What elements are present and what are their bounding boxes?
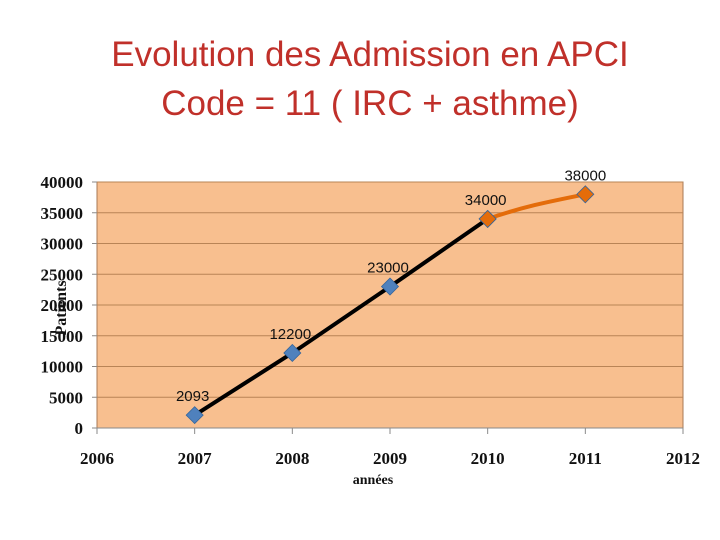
y-tick-label: 20000 [41, 296, 84, 315]
y-tick-label: 30000 [41, 235, 84, 254]
x-tick-label: 2006 [80, 449, 114, 468]
x-axis-title: années [353, 473, 394, 488]
title-line-1: Evolution des Admission en APCI [111, 35, 629, 74]
series-line-projected [485, 192, 588, 221]
data-label: 23000 [367, 260, 409, 277]
x-tick-label: 2007 [178, 449, 213, 468]
data-label: 34000 [465, 192, 507, 209]
y-tick-label: 35000 [41, 204, 84, 223]
x-tick-label: 2010 [471, 449, 505, 468]
data-point-marker [380, 277, 400, 296]
series-lines [192, 192, 588, 418]
x-tick-label: 2009 [373, 449, 407, 468]
data-point-marker [283, 343, 302, 363]
title-line-2: Code = 11 ( IRC + asthme) [161, 84, 579, 123]
x-tick-label: 2011 [569, 449, 602, 468]
y-tick-label: 40000 [41, 173, 84, 192]
y-tick-label: 15000 [41, 327, 84, 346]
y-axis-title: Patients [53, 280, 70, 335]
x-tick-label: 2008 [275, 449, 309, 468]
data-label: 38000 [564, 167, 606, 184]
y-tick-label: 10000 [41, 358, 84, 377]
series-line-actual [192, 216, 490, 418]
data-point-marker [185, 406, 204, 425]
slide-title: Evolution des Admission en APCI Code = 1… [0, 30, 720, 128]
data-point-marker [576, 185, 595, 204]
y-axis-ticks: 0 5000 10000 15000 20000 25000 30000 35000 40000 [41, 173, 97, 438]
x-tick-label: 2012 [666, 449, 700, 468]
gridlines [97, 181, 683, 429]
x-axis-ticks: 2006 2007 2008 2009 2010 2011 2012 [80, 428, 700, 468]
y-tick-label: 0 [75, 419, 84, 438]
series-markers [185, 185, 595, 425]
data-label: 12200 [269, 326, 311, 343]
y-tick-label: 25000 [41, 265, 84, 284]
data-point-marker [478, 209, 497, 228]
data-label: 2093 [176, 388, 209, 405]
y-tick-label: 5000 [49, 388, 83, 407]
data-labels: 2093 12200 23000 34000 38000 [176, 167, 606, 405]
